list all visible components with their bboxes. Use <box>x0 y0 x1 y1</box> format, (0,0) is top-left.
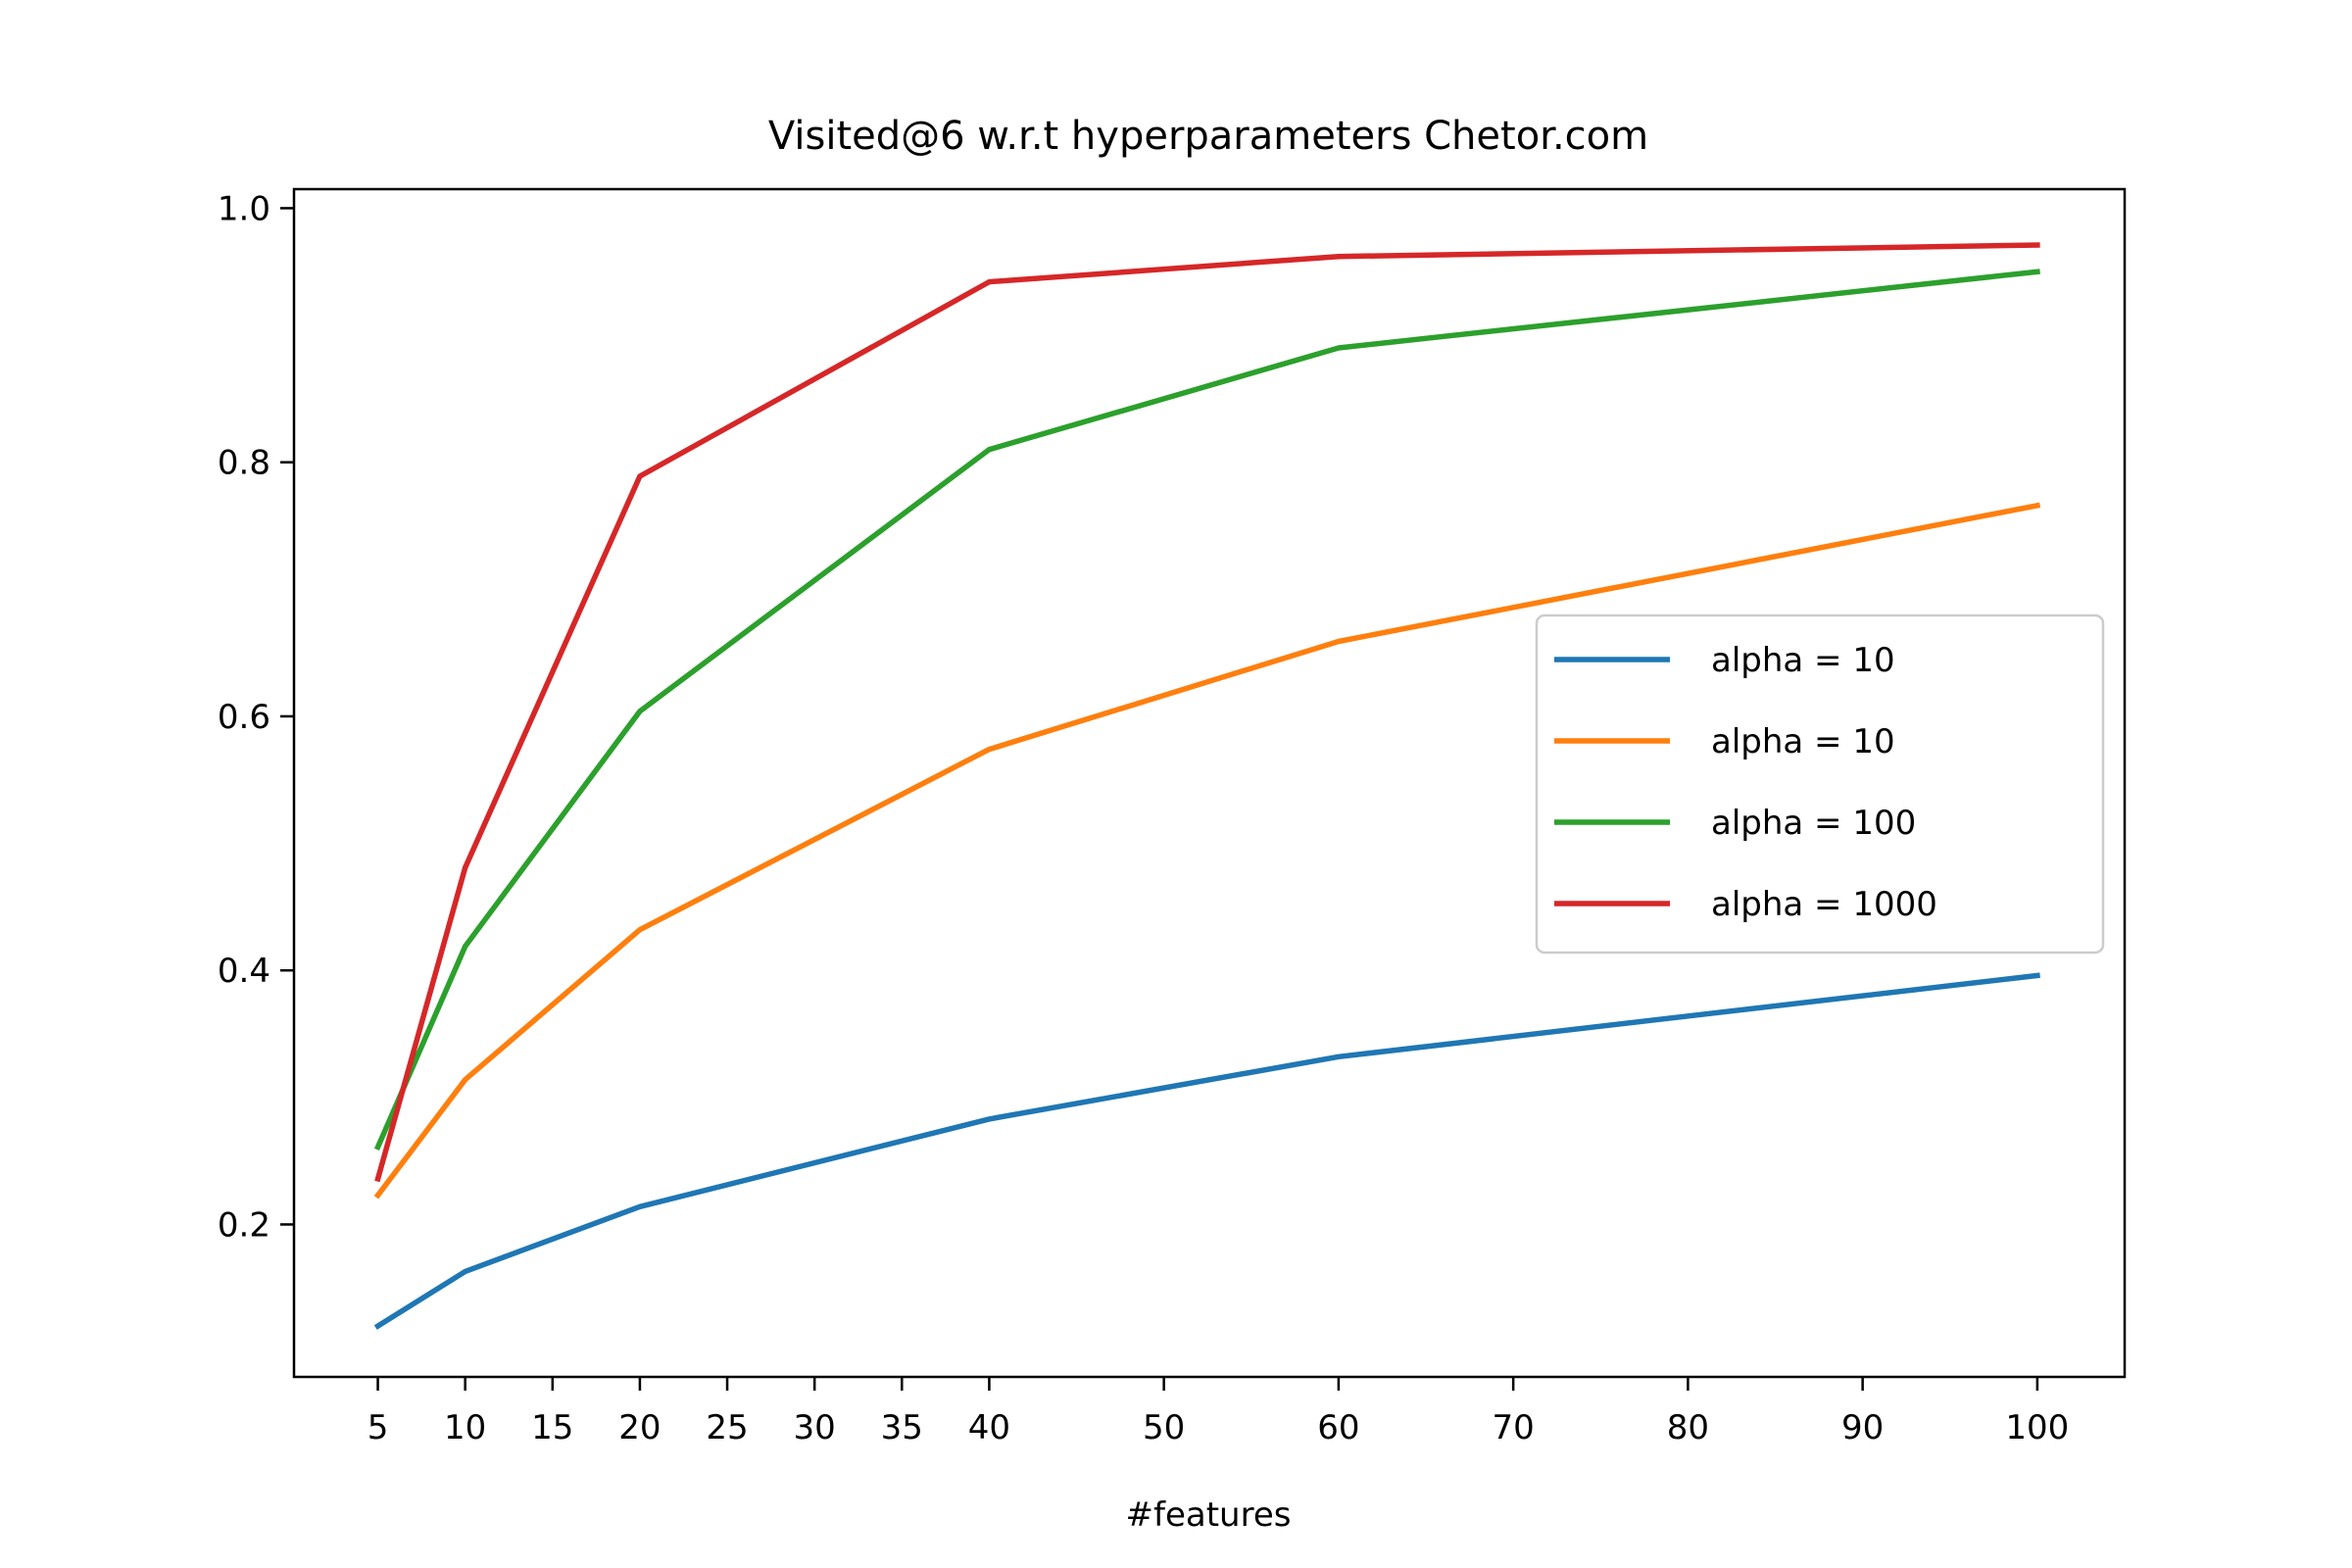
x-tick-label: 50 <box>1143 1408 1185 1447</box>
y-tick-label: 0.6 <box>218 698 270 737</box>
x-axis: 5 10 15 20 25 30 35 40 50 60 70 80 90 100 <box>368 1377 2069 1447</box>
series-line-4 <box>374 242 2040 1183</box>
x-tick-label: 10 <box>444 1408 486 1447</box>
y-axis: 0.2 0.4 0.6 0.8 1.0 <box>218 189 294 1245</box>
series-layer <box>373 242 2041 1330</box>
y-tick-label: 0.4 <box>218 952 270 991</box>
x-tick-label: 35 <box>881 1408 923 1447</box>
x-tick-label: 25 <box>706 1408 748 1447</box>
plot-area-frame <box>292 187 2127 1379</box>
x-tick-label: 60 <box>1317 1408 1359 1447</box>
chart-title: Visited@6 w.r.t hyperparameters Chetor.c… <box>768 114 1648 159</box>
legend-label-4: alpha = 1000 <box>1711 885 1937 924</box>
series-line-3 <box>373 269 2040 1152</box>
y-tick-label: 0.8 <box>218 444 270 483</box>
series-line-1 <box>373 972 2040 1330</box>
x-tick-label: 80 <box>1667 1408 1709 1447</box>
y-tick-label: 1.0 <box>218 189 270 228</box>
x-tick-label: 15 <box>531 1408 573 1447</box>
legend-label-2: alpha = 10 <box>1711 722 1895 761</box>
x-tick-label: 20 <box>618 1408 661 1447</box>
x-tick-label: 30 <box>794 1408 836 1447</box>
legend: alpha = 10 alpha = 10 alpha = 100 alpha = 1… <box>1535 613 2105 955</box>
x-tick-label: 90 <box>1841 1408 1884 1447</box>
x-tick-label: 5 <box>368 1408 389 1447</box>
x-tick-label: 70 <box>1493 1408 1535 1447</box>
legend-box <box>1535 613 2105 955</box>
legend-label-1: alpha = 10 <box>1711 641 1895 680</box>
series-line-2 <box>373 502 2041 1200</box>
x-axis-label: #features <box>1126 1495 1292 1535</box>
x-tick-label: 40 <box>968 1408 1010 1447</box>
legend-label-3: alpha = 100 <box>1711 804 1916 843</box>
y-tick-label: 0.2 <box>218 1205 270 1245</box>
x-tick-label: 100 <box>2005 1408 2069 1447</box>
